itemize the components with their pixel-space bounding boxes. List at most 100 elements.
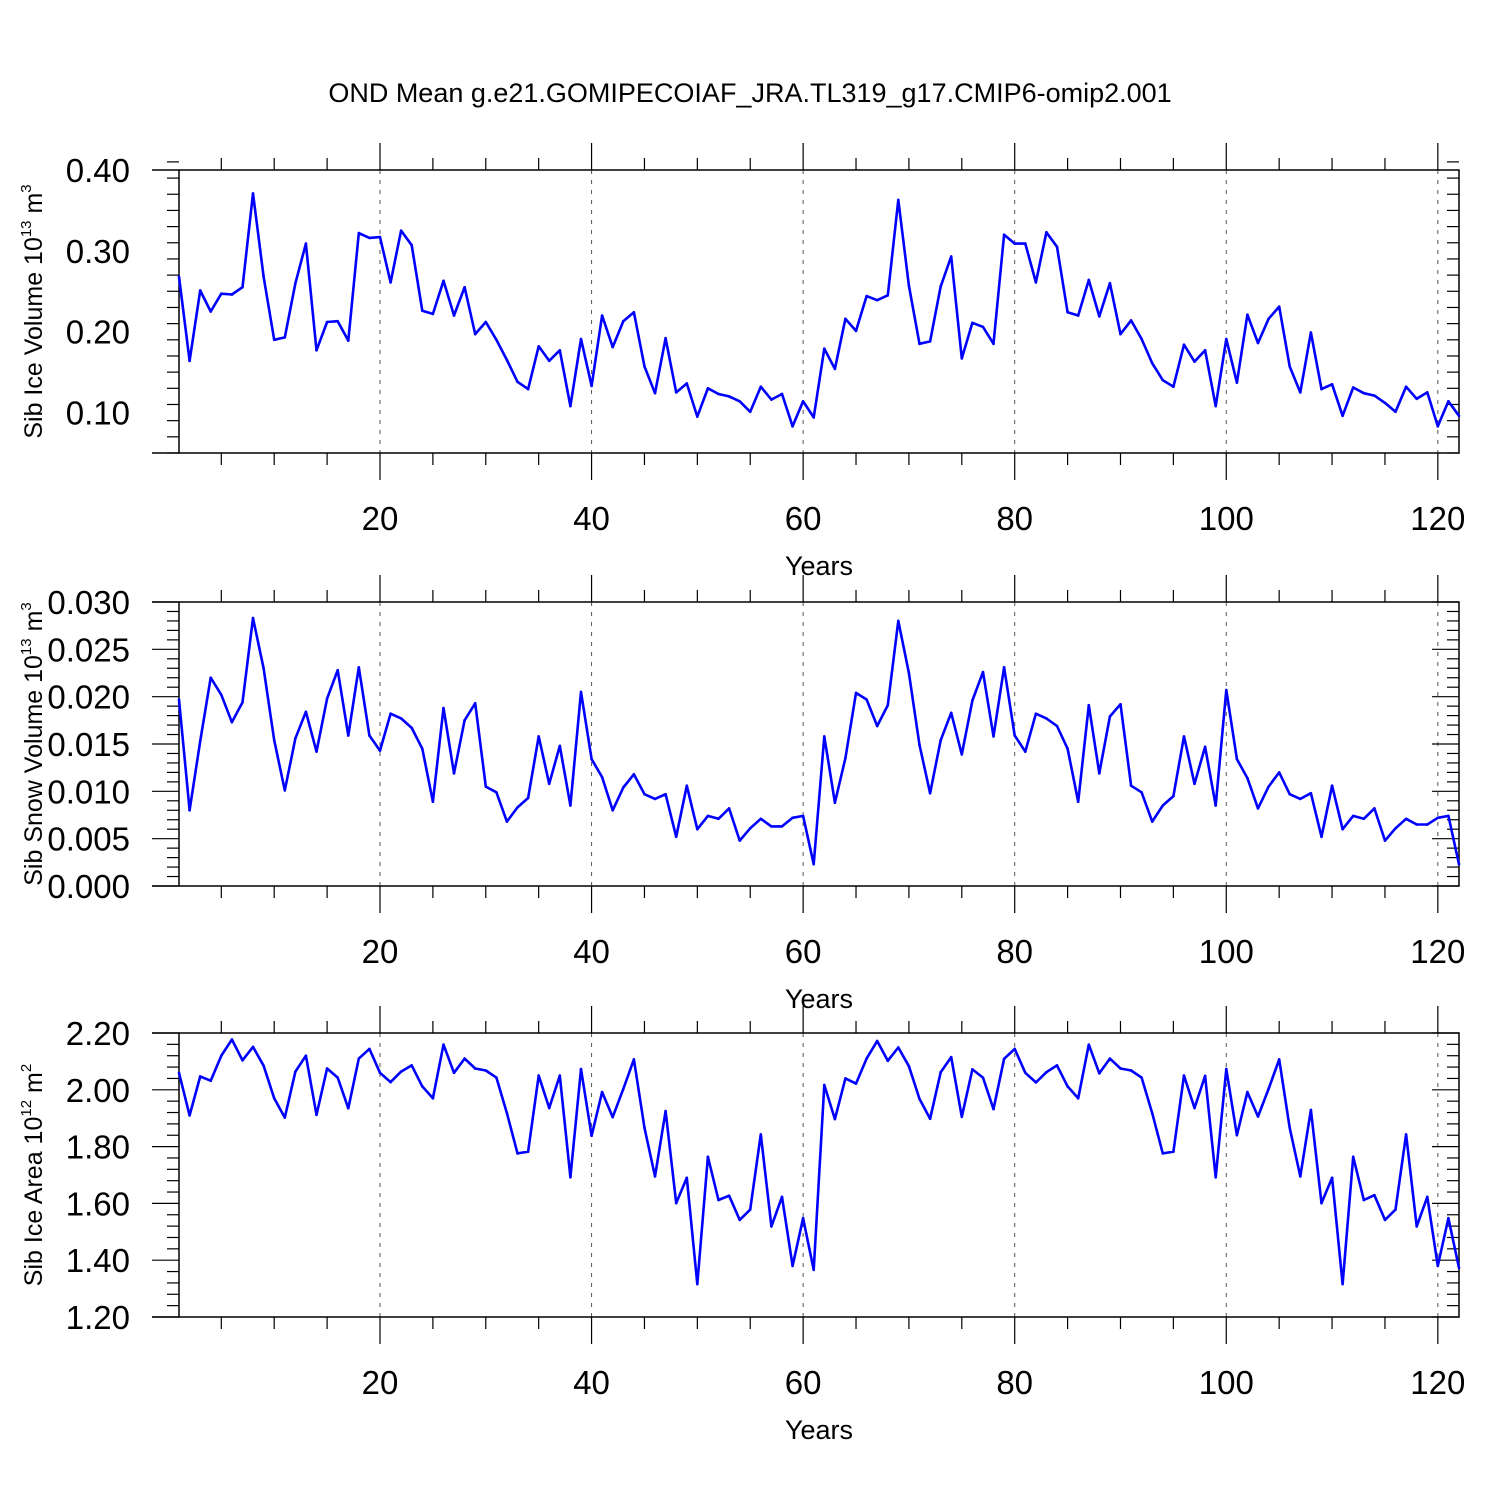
data-point	[822, 1083, 826, 1087]
data-point	[579, 1067, 583, 1071]
data-point	[1415, 823, 1418, 826]
data-point	[886, 294, 890, 297]
data-point	[674, 1201, 678, 1205]
data-point	[442, 279, 445, 283]
data-point	[717, 1198, 720, 1202]
data-point	[1193, 782, 1196, 786]
data-point	[431, 312, 435, 316]
data-point	[685, 784, 689, 787]
data-point	[484, 320, 488, 324]
data-point	[1182, 343, 1186, 346]
data-point	[685, 1176, 689, 1180]
data-point	[643, 792, 646, 796]
data-point	[801, 399, 805, 403]
data-point	[304, 242, 308, 245]
x-tick-label: 80	[996, 500, 1033, 537]
data-point	[1002, 1057, 1006, 1061]
data-point	[1436, 816, 1440, 820]
data-point	[1013, 1047, 1017, 1051]
data-point	[1246, 1090, 1249, 1094]
data-point	[368, 1047, 371, 1051]
data-point	[1351, 1155, 1355, 1159]
data-point	[1076, 1097, 1080, 1100]
data-point	[865, 294, 868, 298]
data-point	[1351, 386, 1355, 389]
y-tick-label: 0.030	[47, 584, 130, 621]
data-point	[1045, 717, 1048, 720]
data-point	[738, 839, 741, 842]
data-point	[579, 690, 583, 694]
data-point	[1119, 1067, 1122, 1070]
page-title: OND Mean g.e21.GOMIPECOIAF_JRA.TL319_g17…	[328, 78, 1172, 108]
data-point	[1299, 391, 1302, 394]
data-point	[526, 387, 530, 391]
data-point	[442, 706, 445, 710]
x-tick-label: 20	[362, 933, 399, 970]
data-point	[717, 392, 720, 396]
data-point	[399, 229, 403, 232]
data-point	[1108, 1057, 1112, 1060]
data-point	[643, 365, 646, 368]
data-point	[177, 275, 181, 279]
data-point	[1119, 702, 1122, 706]
data-point	[304, 710, 308, 714]
plot-frame	[178, 601, 1460, 887]
data-point	[1256, 341, 1260, 345]
data-point	[198, 289, 202, 292]
data-point	[421, 1085, 424, 1088]
data-point	[1436, 1264, 1440, 1268]
data-point	[1087, 703, 1091, 707]
data-point	[209, 1079, 213, 1083]
y-tick-label: 0.020	[47, 679, 130, 716]
data-point	[463, 1057, 466, 1060]
y-tick-label: 0.40	[66, 152, 130, 189]
x-tick-label: 60	[785, 500, 822, 537]
data-point	[251, 1045, 255, 1049]
data-point	[220, 693, 223, 697]
data-point	[558, 1074, 562, 1077]
data-point	[1457, 414, 1461, 418]
data-point	[1320, 1201, 1323, 1205]
data-point	[759, 385, 763, 388]
data-point	[907, 671, 911, 675]
data-point	[1055, 724, 1059, 728]
data-point	[664, 1109, 667, 1113]
data-point	[1203, 1074, 1207, 1078]
data-point	[188, 1114, 191, 1117]
y-tick-label: 1.60	[66, 1185, 130, 1222]
data-point	[473, 701, 477, 705]
data-point	[188, 359, 191, 363]
data-point	[389, 281, 392, 284]
data-point	[632, 772, 636, 776]
data-point	[547, 359, 551, 363]
data-point	[1457, 862, 1461, 866]
data-point	[1383, 401, 1387, 405]
data-point	[981, 670, 985, 674]
data-point	[378, 749, 382, 752]
data-point	[1076, 314, 1080, 317]
data-point	[621, 319, 625, 323]
x-tick-label: 40	[573, 933, 610, 970]
data-point	[1161, 1152, 1165, 1155]
data-point	[1002, 666, 1006, 669]
x-tick-label: 80	[996, 1364, 1033, 1401]
data-point	[780, 392, 784, 396]
data-point	[1288, 365, 1292, 368]
data-point	[928, 340, 932, 343]
data-point	[907, 284, 911, 287]
series-line	[177, 192, 1461, 428]
data-point	[251, 192, 255, 195]
data-point	[1150, 820, 1154, 823]
data-point	[283, 336, 287, 339]
data-point	[304, 1054, 308, 1058]
data-point	[1299, 1175, 1302, 1178]
data-point	[632, 1058, 636, 1061]
data-point	[421, 309, 424, 312]
data-point	[1034, 1081, 1038, 1084]
data-point	[875, 298, 879, 302]
data-point	[1425, 391, 1429, 394]
data-point	[770, 1225, 773, 1228]
data-point	[505, 820, 509, 823]
data-point	[1457, 1266, 1461, 1270]
data-point	[1256, 1115, 1260, 1118]
